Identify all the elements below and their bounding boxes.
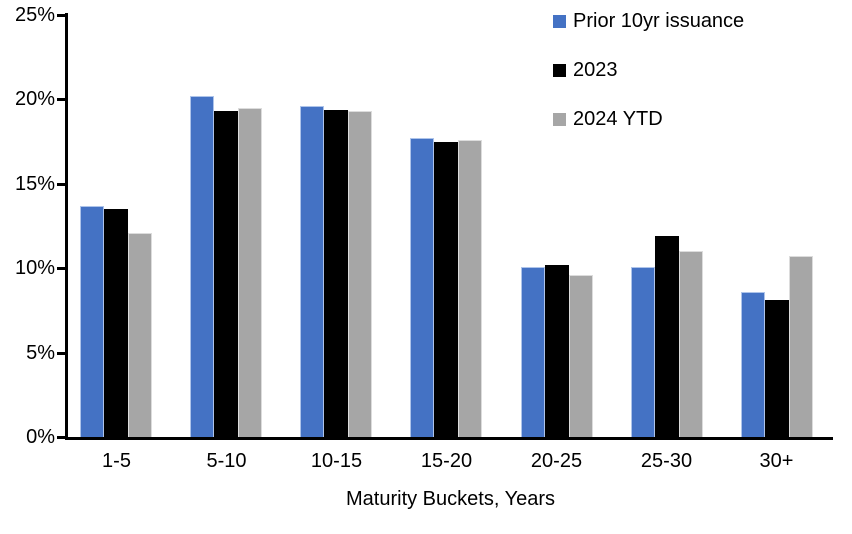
bar-2023-10-15: [324, 109, 349, 437]
bar-prior-10yr-issuance-15-20: [410, 138, 435, 437]
plot-area: [68, 15, 833, 437]
bar-2024-ytd-15-20: [458, 139, 483, 437]
x-axis-line: [65, 437, 833, 440]
bar-2023-20-25: [544, 264, 569, 437]
y-tick-mark-25: [57, 14, 66, 17]
legend-label: Prior 10yr issuance: [573, 10, 745, 32]
y-tick-mark-0: [57, 436, 66, 439]
bar-2023-1-5: [104, 209, 128, 437]
bar-2024-ytd-25-30: [678, 251, 703, 437]
legend-item-2024-ytd: 2024 YTD: [553, 108, 744, 130]
legend-swatch-icon: [553, 63, 566, 77]
bar-2024-ytd-1-5: [128, 232, 152, 437]
bar-2024-ytd-20-25: [568, 274, 593, 437]
legend-swatch-icon: [553, 112, 566, 126]
x-category-label-30: 30+: [759, 450, 794, 472]
bar-2023-5-10: [214, 111, 239, 437]
x-category-label-1-5: 1-5: [102, 450, 131, 472]
y-tick-mark-10: [57, 267, 66, 271]
y-tick-label-20: 20%: [14, 88, 55, 111]
legend-swatch-icon: [553, 14, 566, 28]
y-tick-mark-20: [57, 98, 66, 102]
bar-prior-10yr-issuance-25-30: [630, 266, 655, 437]
legend-label: 2023: [573, 59, 618, 81]
bar-group-10-15: [300, 15, 373, 437]
y-tick-label-15: 15%: [14, 172, 55, 195]
bar-group-20-25: [520, 15, 593, 437]
y-axis-line: [65, 13, 68, 440]
legend: Prior 10yr issuance 2023 2024 YTD: [553, 10, 744, 130]
x-category-label-25-30: 25-30: [640, 450, 693, 472]
bar-group-5-10: [190, 15, 263, 437]
legend-item-2023: 2023: [553, 59, 744, 81]
bar-2023-30: [764, 300, 789, 437]
bar-group-25-30: [630, 15, 703, 437]
bar-prior-10yr-issuance-1-5: [80, 205, 104, 437]
bar-prior-10yr-issuance-30: [740, 291, 765, 437]
legend-label: 2024 YTD: [573, 108, 663, 130]
bar-group-30: [740, 15, 813, 437]
x-axis-category-labels: 1-5 5-10 10-15 15-20 20-25 25-30 30+: [68, 448, 833, 474]
x-category-label-20-25: 20-25: [530, 450, 583, 472]
y-tick-label-10: 10%: [14, 257, 55, 280]
y-tick-mark-15: [57, 182, 66, 186]
y-tick-label-5: 5%: [26, 341, 55, 364]
legend-item-prior-10yr-issuance: Prior 10yr issuance: [553, 10, 744, 32]
bar-prior-10yr-issuance-5-10: [190, 96, 215, 437]
x-category-label-10-15: 10-15: [310, 450, 363, 472]
bar-2023-25-30: [654, 236, 679, 437]
bar-2024-ytd-5-10: [238, 107, 263, 437]
y-tick-label-0: 0%: [26, 426, 55, 448]
bar-2024-ytd-10-15: [348, 111, 373, 437]
bar-group-1-5: [80, 15, 152, 437]
bar-prior-10yr-issuance-10-15: [300, 106, 325, 437]
x-category-label-5-10: 5-10: [206, 450, 247, 472]
x-category-label-15-20: 15-20: [420, 450, 473, 472]
bar-2024-ytd-30: [788, 256, 813, 437]
bar-2023-15-20: [434, 141, 459, 437]
y-tick-label-25: 25%: [14, 4, 55, 26]
bar-prior-10yr-issuance-20-25: [520, 266, 545, 437]
bar-group-15-20: [410, 15, 483, 437]
y-tick-mark-5: [57, 351, 66, 355]
x-axis-title: Maturity Buckets, Years: [346, 488, 555, 510]
